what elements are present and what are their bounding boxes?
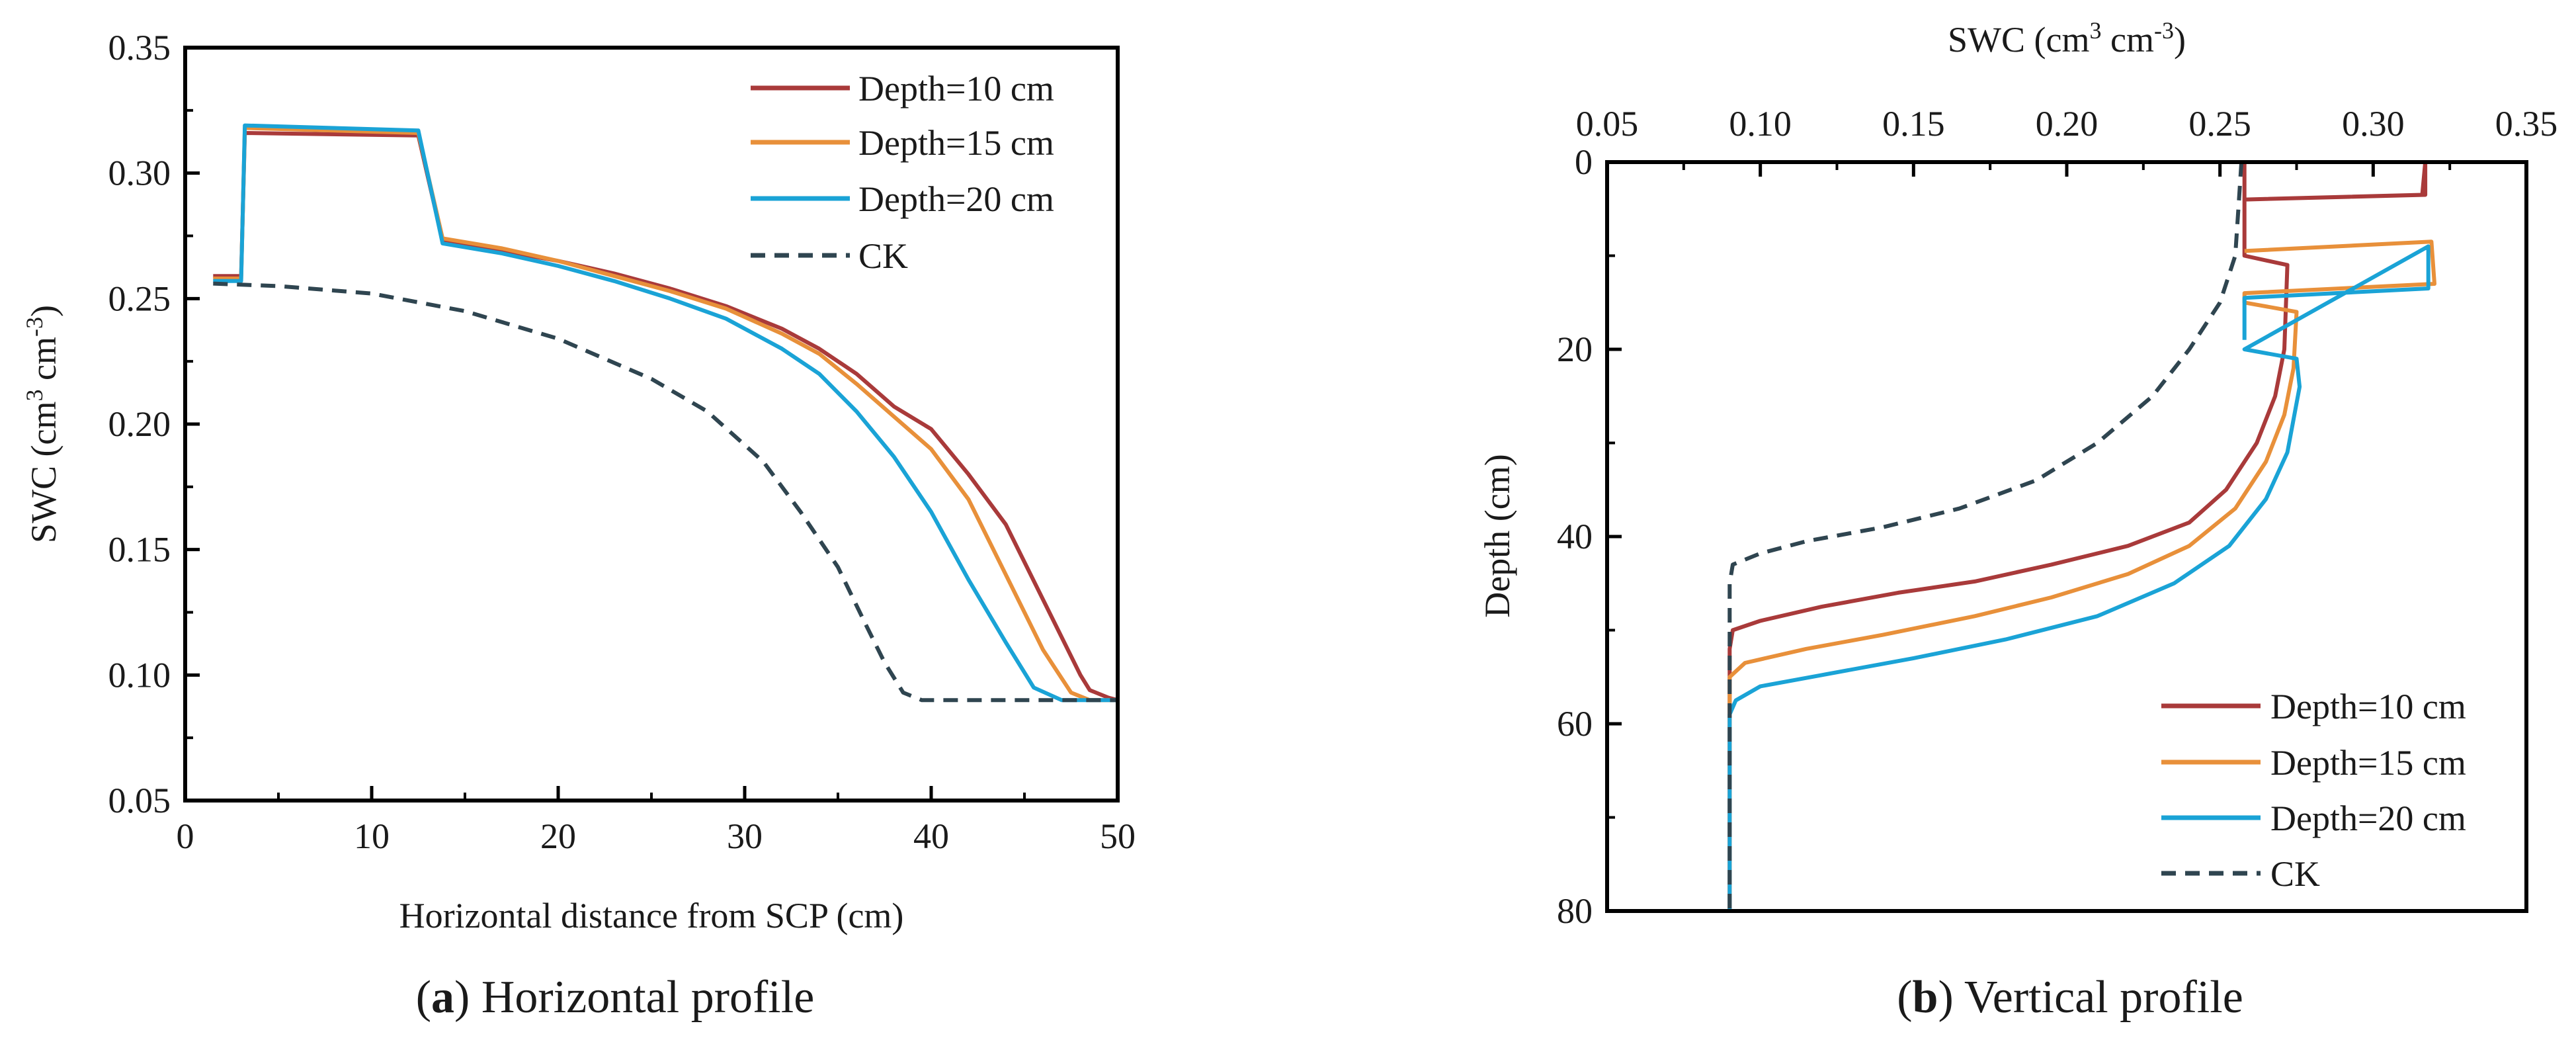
a-xtick-0: 0	[177, 816, 194, 856]
panel-a-series	[213, 123, 1118, 703]
a-ytick-2: 0.15	[108, 530, 171, 570]
a-ytick-1: 0.10	[108, 655, 171, 695]
b-ytick-4: 80	[1557, 891, 1593, 931]
a-series-ck	[213, 281, 1118, 703]
panel-a-y-tick-labels: 0.05 0.10 0.15 0.20 0.25 0.30 0.35	[108, 28, 171, 820]
b-caption: (b) Vertical profile	[1897, 972, 2243, 1023]
b-series-ck	[1727, 161, 2244, 911]
b-ytick-3: 60	[1557, 704, 1593, 744]
a-ytick-5: 0.30	[108, 153, 171, 193]
b-xtick-2: 0.15	[1882, 104, 1945, 144]
a-xtick-2: 20	[540, 816, 576, 856]
panel-b-vertical-profile: 0.05 0.10 0.15 0.20 0.25 0.30 0.35 0 20 …	[1477, 17, 2557, 1023]
a-legend-label-depth20: Depth=20 cm	[858, 179, 1054, 219]
a-y-axis-title: SWC (cm3 cm-3)	[21, 305, 63, 543]
panel-b-y-tick-labels: 0 20 40 60 80	[1557, 142, 1593, 931]
b-legend-label-depth20: Depth=20 cm	[2270, 799, 2466, 838]
b-xtick-6: 0.35	[2495, 104, 2558, 144]
b-xtick-0: 0.05	[1576, 104, 1639, 144]
b-legend-label-ck: CK	[2270, 854, 2320, 894]
panel-a-plot-frame	[183, 46, 1120, 803]
panel-a-legend: Depth=10 cm Depth=15 cm Depth=20 cm CK	[751, 69, 1054, 276]
a-caption: (a) Horizontal profile	[416, 972, 815, 1023]
b-y-axis-title: Depth (cm)	[1477, 454, 1517, 617]
b-x-axis-title: SWC (cm3 cm-3)	[1948, 17, 2186, 60]
b-series-depth-10-cm	[1727, 160, 2428, 911]
panel-a-horizontal-profile: 0.05 0.10 0.15 0.20 0.25 0.30 0.35 0 10 …	[21, 28, 1136, 1023]
a-xtick-5: 50	[1100, 816, 1136, 856]
b-ytick-2: 40	[1557, 517, 1593, 556]
b-legend-label-depth10: Depth=10 cm	[2270, 687, 2466, 726]
a-legend-label-ck: CK	[858, 236, 908, 276]
b-series-depth-20-cm	[1727, 244, 2431, 911]
a-ytick-0: 0.05	[108, 781, 171, 820]
panel-b-legend: Depth=10 cm Depth=15 cm Depth=20 cm CK	[2161, 687, 2466, 894]
b-ytick-1: 20	[1557, 329, 1593, 369]
a-xtick-1: 10	[354, 816, 390, 856]
b-xtick-4: 0.25	[2188, 104, 2251, 144]
b-series-depth-15-cm	[1727, 239, 2436, 911]
b-xtick-5: 0.30	[2342, 104, 2405, 144]
b-xtick-1: 0.10	[1729, 104, 1792, 144]
a-ytick-6: 0.35	[108, 28, 171, 67]
a-xtick-3: 30	[727, 816, 763, 856]
panel-b-x-tick-labels: 0.05 0.10 0.15 0.20 0.25 0.30 0.35	[1576, 104, 2558, 144]
panel-a-x-tick-labels: 0 10 20 30 40 50	[177, 816, 1136, 856]
b-ytick-0: 0	[1575, 142, 1593, 182]
a-legend-label-depth10: Depth=10 cm	[858, 69, 1054, 109]
b-legend-label-depth15: Depth=15 cm	[2270, 743, 2466, 783]
a-xtick-4: 40	[913, 816, 949, 856]
panel-b-plot-frame	[1605, 160, 2528, 913]
a-series-depth-20-cm	[213, 123, 1118, 703]
a-x-axis-title: Horizontal distance from SCP (cm)	[399, 896, 904, 935]
b-xtick-3: 0.20	[2036, 104, 2098, 144]
a-legend-label-depth15: Depth=15 cm	[858, 123, 1054, 163]
a-ytick-4: 0.25	[108, 279, 171, 318]
panel-b-series	[1727, 160, 2436, 911]
a-ytick-3: 0.20	[108, 404, 171, 444]
